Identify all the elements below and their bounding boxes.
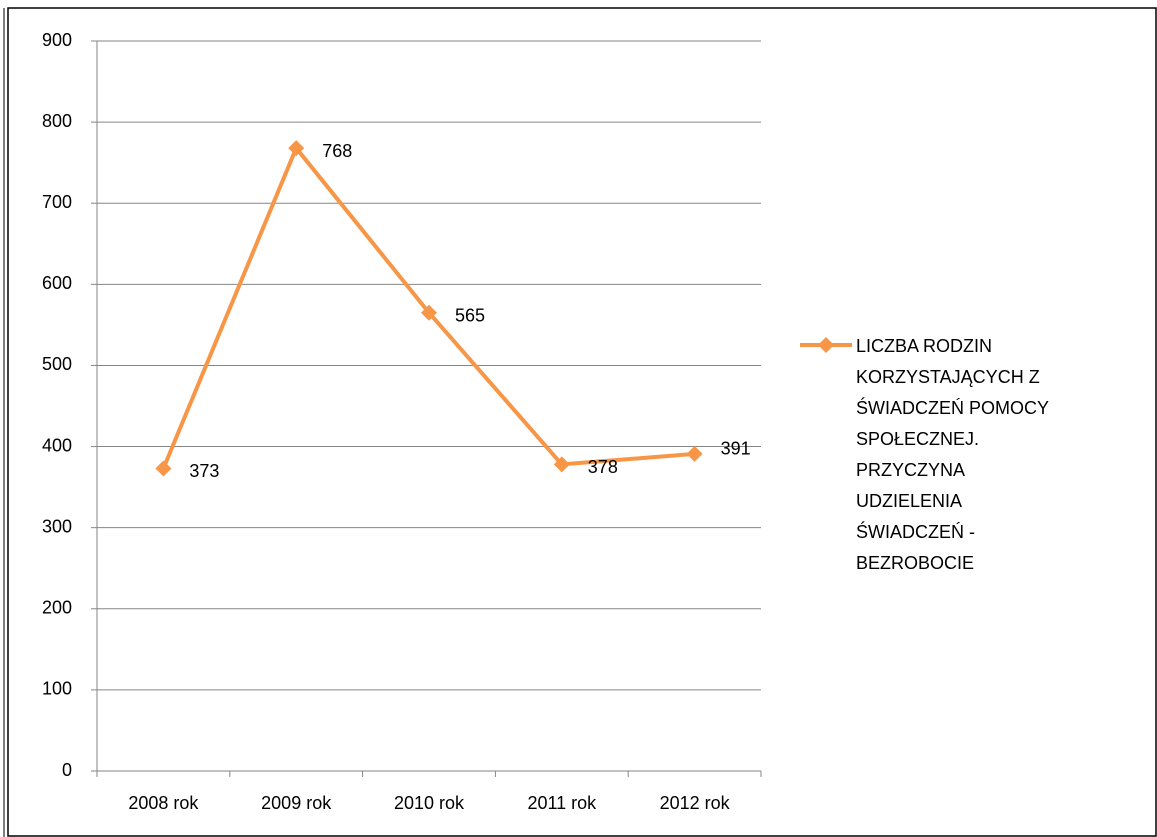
x-tick-label: 2009 rok [261, 793, 332, 813]
y-tick-label: 200 [42, 598, 72, 618]
y-tick-label: 600 [42, 273, 72, 293]
point-marker [155, 460, 172, 477]
y-tick-label: 100 [42, 679, 72, 699]
point-marker [421, 304, 437, 321]
point-marker [553, 456, 570, 473]
x-tick-label: 2011 rok [527, 793, 597, 813]
x-tick-label: 2010 rok [394, 793, 465, 813]
y-tick-label: 900 [42, 30, 72, 50]
x-tick-label: 2012 rok [660, 793, 731, 813]
y-tick-label: 500 [42, 354, 72, 374]
y-tick-label: 0 [62, 760, 72, 780]
point-marker [686, 445, 703, 462]
data-label: 391 [721, 439, 751, 459]
y-tick-label: 800 [42, 111, 72, 131]
data-label: 768 [322, 141, 352, 161]
x-tick-label: 2008 rok [128, 793, 199, 813]
chart-frame [7, 7, 1157, 837]
point-marker [288, 140, 305, 157]
legend-label: LICZBA RODZIN KORZYSTAJĄCYCH Z ŚWIADCZEŃ… [856, 336, 1049, 573]
y-tick-label: 400 [42, 435, 72, 455]
legend-marker [818, 337, 834, 353]
y-tick-label: 300 [42, 516, 72, 536]
data-label: 378 [588, 457, 618, 477]
y-tick-label: 700 [42, 192, 72, 212]
data-label: 373 [189, 461, 219, 481]
data-label: 565 [455, 305, 485, 325]
